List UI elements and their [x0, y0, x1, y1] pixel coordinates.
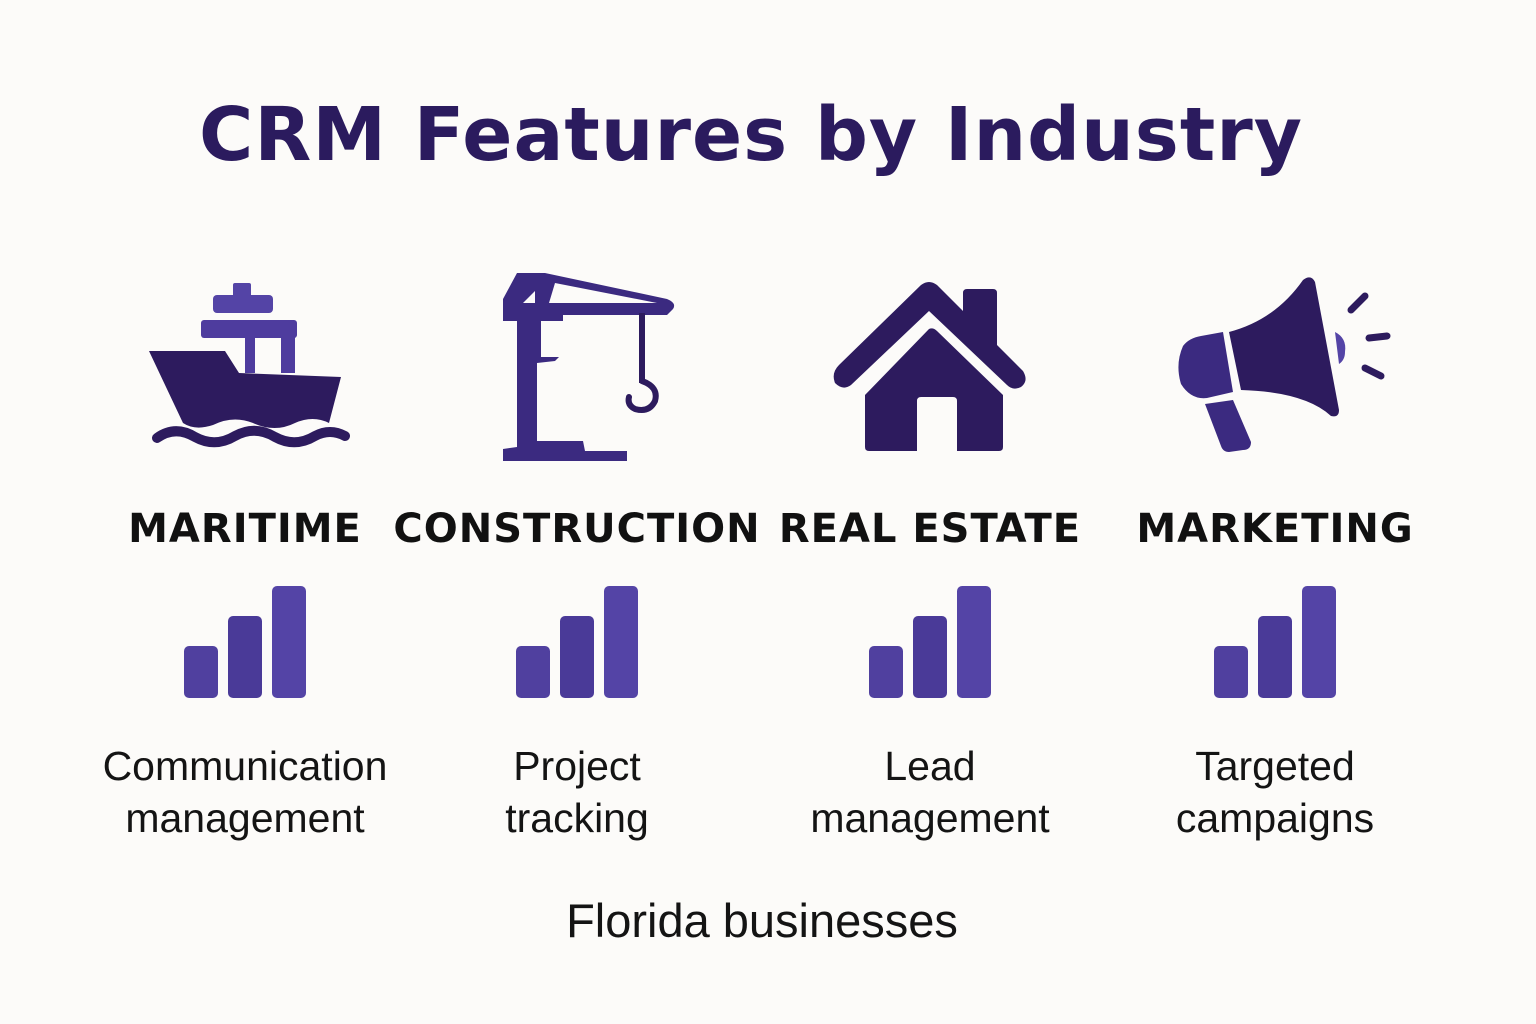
- page-title: CRM Features by Industry: [199, 92, 1303, 178]
- feature-line-1: Communication: [102, 743, 388, 789]
- feature-text: Project tracking: [505, 740, 649, 844]
- feature-text: Communication management: [103, 740, 388, 844]
- industry-card-construction: CONSTRUCTION Project tracking: [393, 255, 760, 844]
- ship-icon: [125, 255, 365, 470]
- feature-line-2: management: [125, 795, 365, 841]
- industry-label: MARKETING: [1136, 506, 1414, 552]
- bar-signal-icon: [869, 584, 991, 698]
- industry-label: REAL ESTATE: [778, 506, 1082, 552]
- footer-caption: Florida businesses: [566, 894, 958, 947]
- feature-line-1: Lead: [884, 743, 976, 789]
- feature-text: Lead management: [810, 740, 1049, 844]
- crane-icon: [457, 255, 697, 470]
- industry-card-maritime: MARITIME Communication management: [65, 255, 425, 844]
- feature-line-1: Targeted: [1195, 743, 1355, 789]
- industry-label: CONSTRUCTION: [393, 506, 761, 552]
- feature-line-2: campaigns: [1175, 795, 1375, 841]
- feature-line-2: tracking: [505, 795, 649, 841]
- industry-card-real-estate: REAL ESTATE Lead management: [750, 255, 1110, 844]
- industry-card-marketing: MARKETING Targeted campaigns: [1095, 255, 1455, 844]
- megaphone-icon: [1155, 255, 1395, 470]
- bar-signal-icon: [516, 584, 638, 698]
- feature-line-2: management: [810, 795, 1050, 841]
- feature-text: Targeted campaigns: [1176, 740, 1374, 844]
- industry-label: MARITIME: [128, 506, 362, 552]
- bar-signal-icon: [1214, 584, 1336, 698]
- bar-signal-icon: [184, 584, 306, 698]
- house-icon: [810, 255, 1050, 470]
- feature-line-1: Project: [513, 743, 641, 789]
